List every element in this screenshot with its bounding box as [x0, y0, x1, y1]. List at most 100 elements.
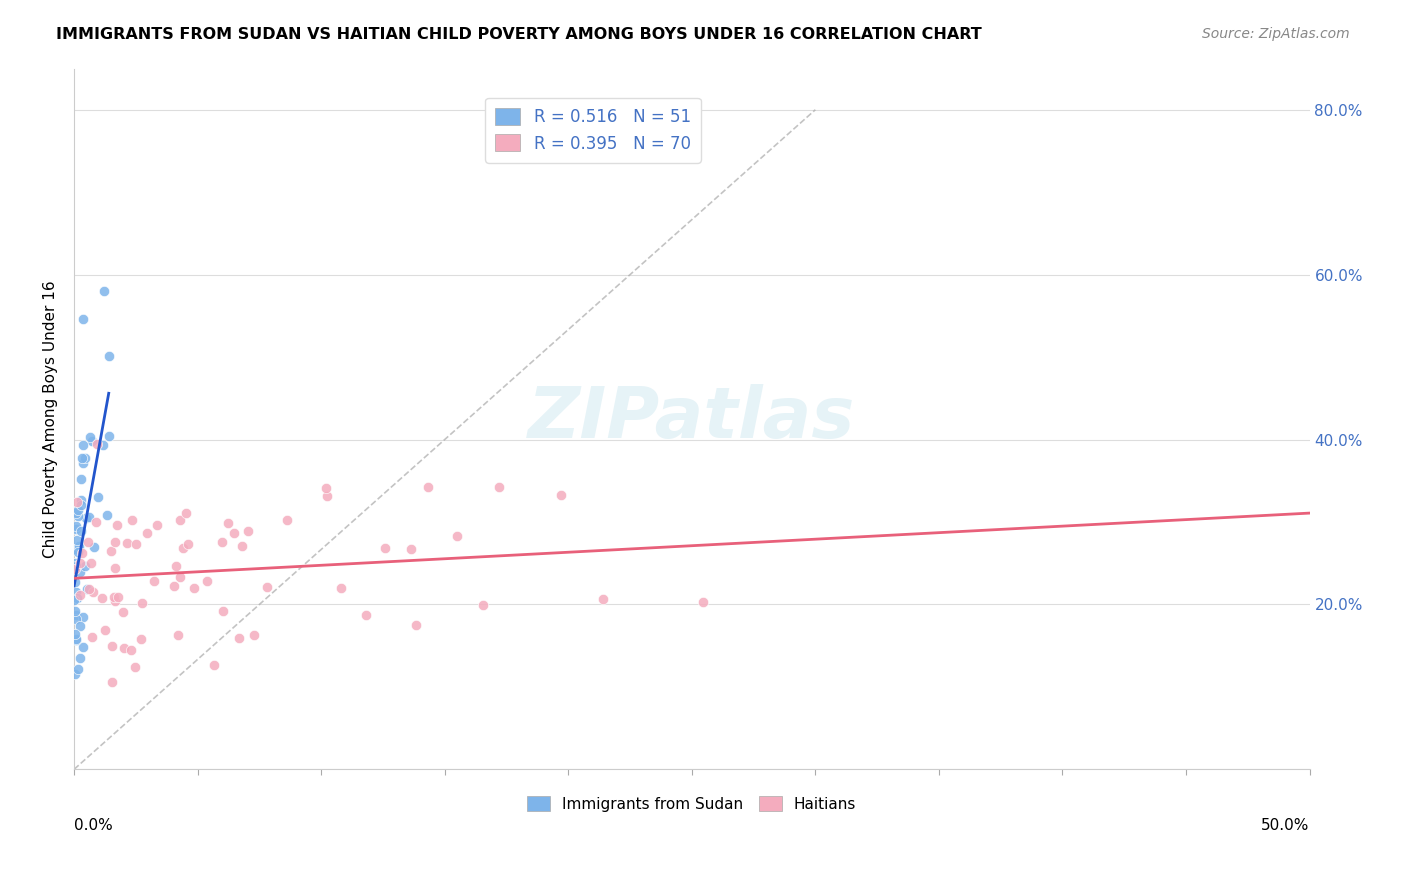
Point — [143, 574, 166, 588]
Text: 0.0%: 0.0% — [75, 818, 112, 833]
Point — [63, 561, 86, 575]
Point — [135, 526, 157, 541]
Point — [163, 579, 186, 593]
Point — [446, 529, 468, 543]
Text: Source: ZipAtlas.com: Source: ZipAtlas.com — [1202, 27, 1350, 41]
Point — [69, 565, 91, 579]
Point — [472, 598, 495, 612]
Text: 50.0%: 50.0% — [1261, 818, 1309, 833]
Point — [97, 349, 120, 363]
Text: ZIPatlas: ZIPatlas — [529, 384, 855, 453]
Point — [111, 605, 134, 619]
Point — [104, 535, 127, 549]
Point — [66, 545, 89, 559]
Point — [315, 481, 337, 495]
Point — [315, 489, 337, 503]
Point — [93, 284, 115, 298]
Point — [115, 536, 138, 550]
Point — [66, 591, 89, 605]
Point — [165, 559, 187, 574]
Point — [65, 626, 87, 640]
Point — [76, 582, 98, 597]
Point — [211, 535, 233, 549]
Point — [212, 604, 235, 618]
Point — [65, 559, 87, 574]
Point — [66, 533, 89, 547]
Point — [70, 472, 93, 486]
Point — [67, 543, 90, 558]
Point — [66, 663, 89, 677]
Point — [63, 666, 86, 681]
Point — [63, 541, 86, 556]
Point — [66, 503, 89, 517]
Point — [69, 651, 91, 665]
Point — [104, 561, 127, 575]
Point — [183, 581, 205, 595]
Point — [77, 582, 100, 596]
Point — [72, 438, 94, 452]
Point — [120, 643, 142, 657]
Point — [63, 574, 86, 589]
Point — [82, 584, 104, 599]
Point — [79, 509, 101, 524]
Point — [256, 580, 278, 594]
Point — [83, 540, 105, 554]
Point — [69, 619, 91, 633]
Point — [93, 438, 115, 452]
Legend: Immigrants from Sudan, Haitians: Immigrants from Sudan, Haitians — [522, 789, 862, 818]
Point — [231, 539, 253, 553]
Point — [80, 556, 103, 570]
Point — [70, 524, 93, 538]
Point — [222, 525, 245, 540]
Y-axis label: Child Poverty Among Boys Under 16: Child Poverty Among Boys Under 16 — [44, 280, 58, 558]
Point — [63, 556, 86, 570]
Point — [70, 546, 93, 560]
Point — [69, 556, 91, 570]
Point — [592, 592, 614, 607]
Point — [145, 517, 167, 532]
Point — [72, 456, 94, 470]
Point — [80, 434, 103, 448]
Point — [217, 516, 239, 530]
Point — [172, 541, 194, 555]
Point — [77, 535, 100, 549]
Point — [63, 604, 86, 618]
Point — [65, 608, 87, 623]
Point — [69, 588, 91, 602]
Point — [174, 506, 197, 520]
Point — [75, 559, 97, 574]
Point — [86, 436, 108, 450]
Point — [243, 628, 266, 642]
Point — [276, 513, 298, 527]
Point — [100, 543, 122, 558]
Point — [65, 632, 87, 647]
Point — [65, 612, 87, 626]
Point — [692, 594, 714, 608]
Point — [124, 659, 146, 673]
Point — [169, 570, 191, 584]
Point — [550, 488, 572, 502]
Point — [105, 518, 128, 533]
Point — [131, 595, 153, 609]
Point — [65, 522, 87, 536]
Point — [75, 511, 97, 525]
Point — [125, 537, 148, 551]
Point — [72, 312, 94, 326]
Point — [79, 430, 101, 444]
Point — [101, 639, 124, 653]
Text: IMMIGRANTS FROM SUDAN VS HAITIAN CHILD POVERTY AMONG BOYS UNDER 16 CORRELATION C: IMMIGRANTS FROM SUDAN VS HAITIAN CHILD P… — [56, 27, 981, 42]
Point — [177, 537, 200, 551]
Point — [70, 498, 93, 512]
Point — [488, 480, 510, 494]
Point — [202, 657, 225, 672]
Point — [121, 513, 143, 527]
Point — [73, 450, 96, 465]
Point — [103, 590, 125, 604]
Point — [401, 542, 423, 557]
Point — [63, 593, 86, 607]
Point — [96, 508, 118, 522]
Point — [66, 508, 89, 523]
Point — [67, 539, 90, 553]
Point — [65, 506, 87, 520]
Point — [195, 574, 218, 589]
